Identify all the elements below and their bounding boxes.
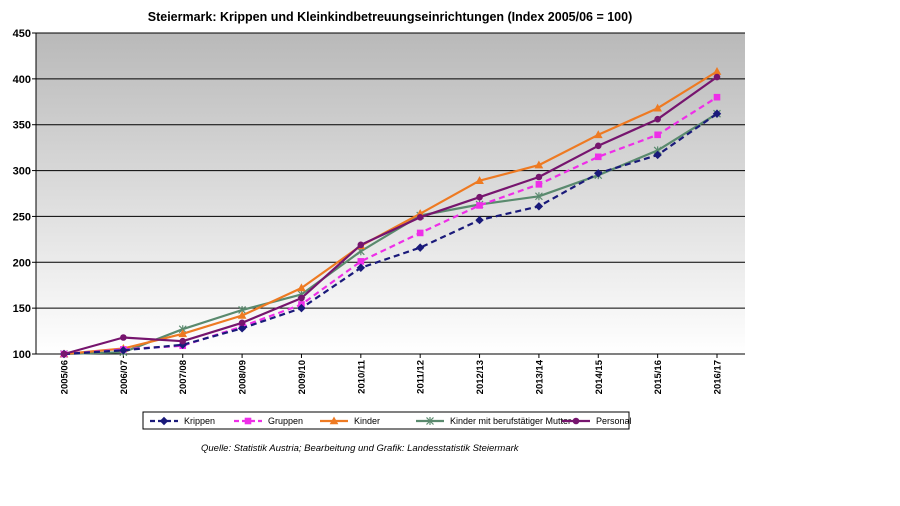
- y-tick-label: 200: [13, 257, 31, 269]
- data-point: [654, 115, 661, 123]
- data-point: [654, 131, 661, 139]
- series-line: [63, 112, 718, 356]
- series-personal: [60, 73, 721, 358]
- legend-item: Gruppen: [234, 416, 303, 426]
- data-point: [357, 258, 365, 265]
- data-point: [594, 169, 603, 178]
- data-point: [594, 153, 602, 161]
- x-tick-label: 2005/06: [60, 360, 71, 394]
- data-point: [415, 243, 425, 252]
- legend-marker: [329, 416, 339, 425]
- legend-item: Kinder: [320, 416, 380, 426]
- x-tick-label: 2013/14: [534, 359, 545, 394]
- series-line: [63, 76, 718, 356]
- legend-label: Personal: [596, 416, 632, 426]
- data-point: [476, 193, 483, 201]
- legend-box: [142, 411, 630, 430]
- data-point: [237, 324, 247, 333]
- data-point: [120, 334, 127, 341]
- data-point: [298, 294, 305, 302]
- legend-marker: [426, 417, 434, 425]
- legend-label: Kinder mit berufstätiger Mutter: [450, 416, 571, 426]
- series-line: [63, 70, 718, 356]
- data-point: [475, 176, 484, 184]
- legend-marker: [159, 416, 169, 426]
- data-point: [178, 329, 188, 338]
- data-point: [476, 202, 483, 209]
- x-tick-label: 2016/17: [713, 360, 724, 394]
- source-text: Quelle: Statistik Austria; Bearbeitung u…: [201, 443, 519, 454]
- data-point: [653, 103, 662, 112]
- data-point: [535, 173, 543, 181]
- chart-title: Steiermark: Krippen und Kleinkindbetreuu…: [148, 10, 633, 24]
- data-point: [60, 350, 68, 358]
- legend-item: Kinder mit berufstätiger Mutter: [416, 416, 571, 426]
- legend-label: Gruppen: [268, 416, 303, 426]
- data-point: [475, 215, 484, 225]
- series-lines: [59, 66, 722, 359]
- x-tick-label: 2007/08: [178, 360, 189, 394]
- data-point: [713, 73, 721, 81]
- x-tick-label: 2006/07: [119, 360, 130, 394]
- grid-lines: [36, 32, 745, 309]
- data-point: [534, 160, 544, 169]
- x-tick-label: 2011/12: [416, 360, 427, 394]
- x-tick-label: 2012/13: [475, 360, 486, 394]
- data-point: [594, 142, 602, 150]
- data-point: [237, 310, 247, 319]
- plot-area: [36, 33, 745, 354]
- data-point: [712, 109, 722, 118]
- y-tick-label: 450: [13, 28, 31, 40]
- data-point: [593, 130, 603, 139]
- legend-marker: [244, 417, 252, 425]
- x-tick-label: 2009/10: [297, 360, 308, 394]
- data-point: [238, 319, 246, 327]
- legend-label: Kinder: [354, 416, 380, 426]
- data-point: [357, 241, 365, 249]
- data-point: [297, 303, 306, 313]
- data-point: [713, 93, 721, 101]
- x-tick-label: 2008/09: [238, 360, 249, 394]
- data-point: [179, 337, 187, 345]
- legend: Krippen Gruppen Kinder Kinder mit berufstät…: [150, 416, 632, 426]
- y-tick-label: 350: [13, 120, 31, 132]
- data-point: [297, 283, 306, 292]
- x-tick-label: 2015/16: [653, 360, 664, 394]
- y-tick-label: 150: [13, 303, 31, 315]
- series-line: [63, 96, 718, 356]
- y-tick-label: 250: [13, 211, 31, 223]
- data-point: [535, 181, 543, 188]
- legend-label: Krippen: [184, 416, 215, 426]
- y-tick-label: 400: [13, 74, 31, 86]
- data-point: [534, 192, 543, 201]
- legend-marker: [572, 417, 580, 425]
- axes: 100 150 200 250 300 350 400 450 2005/06 2006/07 20…: [13, 28, 745, 394]
- legend-item: Krippen: [150, 416, 215, 426]
- data-point: [416, 229, 424, 237]
- x-tick-label: 2014/15: [594, 359, 605, 394]
- data-point: [356, 263, 366, 272]
- x-tick-label: 2010/11: [356, 359, 367, 394]
- series-krippen: [59, 109, 722, 359]
- y-tick-label: 300: [13, 166, 31, 178]
- data-point: [534, 202, 544, 211]
- data-point: [416, 214, 424, 221]
- legend-item: Personal: [562, 416, 632, 426]
- data-point: [653, 150, 662, 160]
- data-point: [119, 346, 128, 355]
- y-tick-label: 100: [13, 349, 31, 361]
